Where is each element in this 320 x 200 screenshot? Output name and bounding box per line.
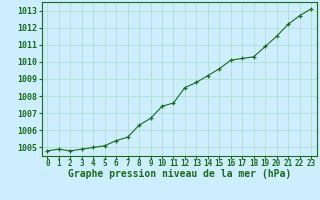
X-axis label: Graphe pression niveau de la mer (hPa): Graphe pression niveau de la mer (hPa)	[68, 169, 291, 179]
